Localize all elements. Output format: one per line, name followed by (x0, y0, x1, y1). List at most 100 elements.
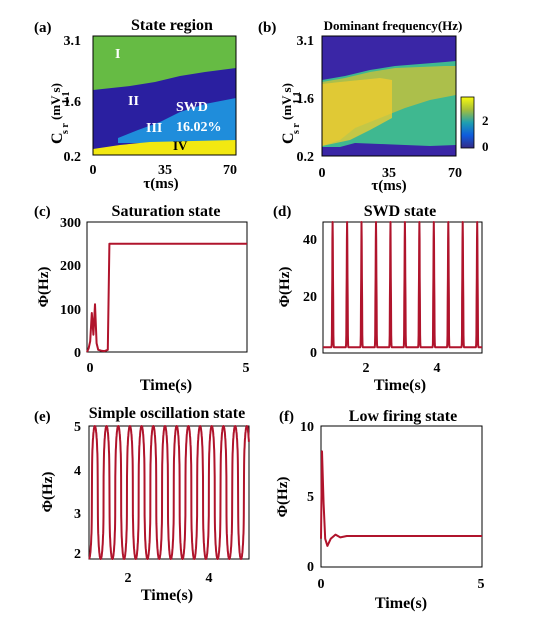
panel-b-xtick-35: 35 (382, 166, 396, 181)
panel-c-ytick-0: 0 (74, 346, 81, 361)
colorbar: 2 0 (460, 96, 489, 154)
panel-a-xtick-70: 70 (223, 163, 237, 178)
panel-e-xtick-4: 4 (206, 571, 213, 586)
panel-b-ytick-bottom: 0.2 (297, 150, 315, 165)
region-I-label: I (115, 47, 120, 62)
panel-f-xtick-0: 0 (318, 577, 325, 592)
panel-e-ytick-5: 5 (74, 420, 81, 435)
region-IV-label: IV (173, 138, 188, 153)
panel-a-ylabel: C s r (mV s) (48, 83, 71, 144)
panel-c: (c) Saturation state 300 200 100 0 0 5 T… (34, 203, 250, 394)
panel-b-xtick-70: 70 (448, 166, 462, 181)
panel-d-ytick-0: 0 (310, 346, 317, 361)
panel-a-heatmap (92, 35, 237, 156)
panel-f-plot (320, 450, 482, 547)
panel-f-ytick-10: 10 (300, 420, 314, 435)
panel-a: (a) State region I II III IV SWD 16.02% … (34, 17, 237, 192)
panel-a-letter: (a) (34, 20, 52, 36)
low-firing-series-line (320, 450, 482, 547)
panel-a-xtick-0: 0 (90, 163, 97, 178)
panel-b-ylabel-sub2: 1 1 (292, 92, 303, 105)
panel-a-xtick-35: 35 (158, 163, 172, 178)
panel-d-xlabel: Time(s) (374, 377, 426, 394)
saturation-series-line (86, 242, 247, 353)
panel-e-frame (88, 425, 250, 560)
panel-c-ytick-300: 300 (60, 216, 81, 231)
panel-e-xlabel: Time(s) (141, 587, 193, 604)
svg-text:(mV s): (mV s) (48, 83, 63, 120)
panel-c-xtick-0: 0 (87, 361, 94, 376)
oscillation-series-line (88, 425, 250, 560)
svg-text:C: C (49, 132, 66, 144)
panel-e-ytick-3: 3 (74, 507, 81, 522)
panel-e-xtick-2: 2 (125, 571, 132, 586)
panel-d-xtick-2: 2 (363, 361, 370, 376)
panel-b-frame (321, 35, 457, 157)
colorbar-tick-0: 0 (482, 139, 489, 154)
panel-e-ytick-4: 4 (74, 464, 81, 479)
panel-b-xlabel: τ(ms) (371, 178, 406, 194)
panel-b-xtick-0: 0 (319, 166, 326, 181)
colorbar-gradient (460, 96, 475, 149)
panel-f-letter: (f) (279, 409, 294, 425)
panel-b-title: Dominant frequency(Hz) (324, 18, 463, 33)
panel-d-ytick-20: 20 (303, 290, 317, 305)
region-IV (93, 140, 236, 155)
svg-text:(mV s): (mV s) (279, 83, 294, 120)
svg-text:C: C (280, 132, 297, 144)
panel-d-ylabel: Φ(Hz) (277, 267, 293, 308)
panel-c-title: Saturation state (112, 203, 221, 220)
panel-a-ytick-top: 3.1 (64, 34, 82, 49)
panel-e-ytick-2: 2 (74, 547, 81, 562)
panel-d: (d) SWD state 40 20 0 2 4 Time(s) Φ(Hz) (273, 203, 483, 394)
panel-c-ylabel: Φ(Hz) (36, 267, 52, 308)
swd-series-line (322, 221, 483, 349)
panel-e-title: Simple oscillation state (89, 405, 245, 422)
panel-c-plot (86, 242, 247, 353)
panel-a-ytick-mid: 1.6 (64, 95, 82, 110)
svg-text:s r: s r (60, 123, 71, 134)
panel-a-ylabel-sub2: 1 1 (61, 92, 72, 105)
panel-a-ytick-bottom: 0.2 (64, 150, 82, 165)
panel-b-ytick-mid: 1.6 (297, 92, 315, 107)
panel-f-ytick-5: 5 (307, 490, 314, 505)
panel-a-title: State region (131, 17, 213, 34)
panel-c-ytick-200: 200 (60, 259, 81, 274)
panel-b-ylabel: C s r (mV s) (279, 83, 302, 144)
swd-percentage: 16.02% (176, 120, 222, 135)
panel-b-letter: (b) (258, 20, 276, 36)
panel-c-xlabel: Time(s) (140, 377, 192, 394)
panel-c-frame (86, 221, 248, 353)
colorbar-tick-2: 2 (482, 113, 489, 128)
panel-d-letter: (d) (273, 204, 291, 220)
panel-f-title: Low firing state (349, 408, 457, 425)
panel-d-xtick-4: 4 (434, 361, 441, 376)
region-III (118, 98, 236, 143)
panel-f-ylabel: Φ(Hz) (275, 477, 291, 518)
panel-b-heatmap (321, 35, 457, 157)
panel-d-ytick-40: 40 (303, 233, 317, 248)
region-III-label: III (146, 121, 162, 136)
panel-f-xtick-5: 5 (478, 577, 485, 592)
panel-a-frame (92, 35, 237, 156)
panel-b-ytick-top: 3.1 (297, 34, 315, 49)
panel-f-xlabel: Time(s) (375, 595, 427, 612)
panel-c-ytick-100: 100 (60, 303, 81, 318)
panel-e-plot (88, 425, 250, 560)
panel-e: (e) Simple oscillation state 5 4 3 2 2 4… (34, 405, 250, 604)
panel-d-frame (322, 221, 483, 354)
panel-f: (f) Low firing state 10 5 0 0 5 Time(s) … (275, 408, 485, 612)
panel-b: (b) Dominant frequency(Hz) 2 0 (258, 18, 489, 194)
panel-c-letter: (c) (34, 204, 51, 220)
panel-e-letter: (e) (34, 409, 51, 425)
panel-f-ytick-0: 0 (307, 560, 314, 575)
panel-d-plot (322, 221, 483, 349)
panel-d-title: SWD state (364, 203, 436, 220)
region-II-label: II (128, 94, 139, 109)
swd-annotation: SWD (176, 100, 208, 115)
panel-c-xtick-5: 5 (243, 361, 250, 376)
panel-e-ylabel: Φ(Hz) (40, 472, 56, 513)
panel-f-frame (320, 425, 483, 568)
panel-a-xlabel: τ(ms) (143, 176, 178, 192)
